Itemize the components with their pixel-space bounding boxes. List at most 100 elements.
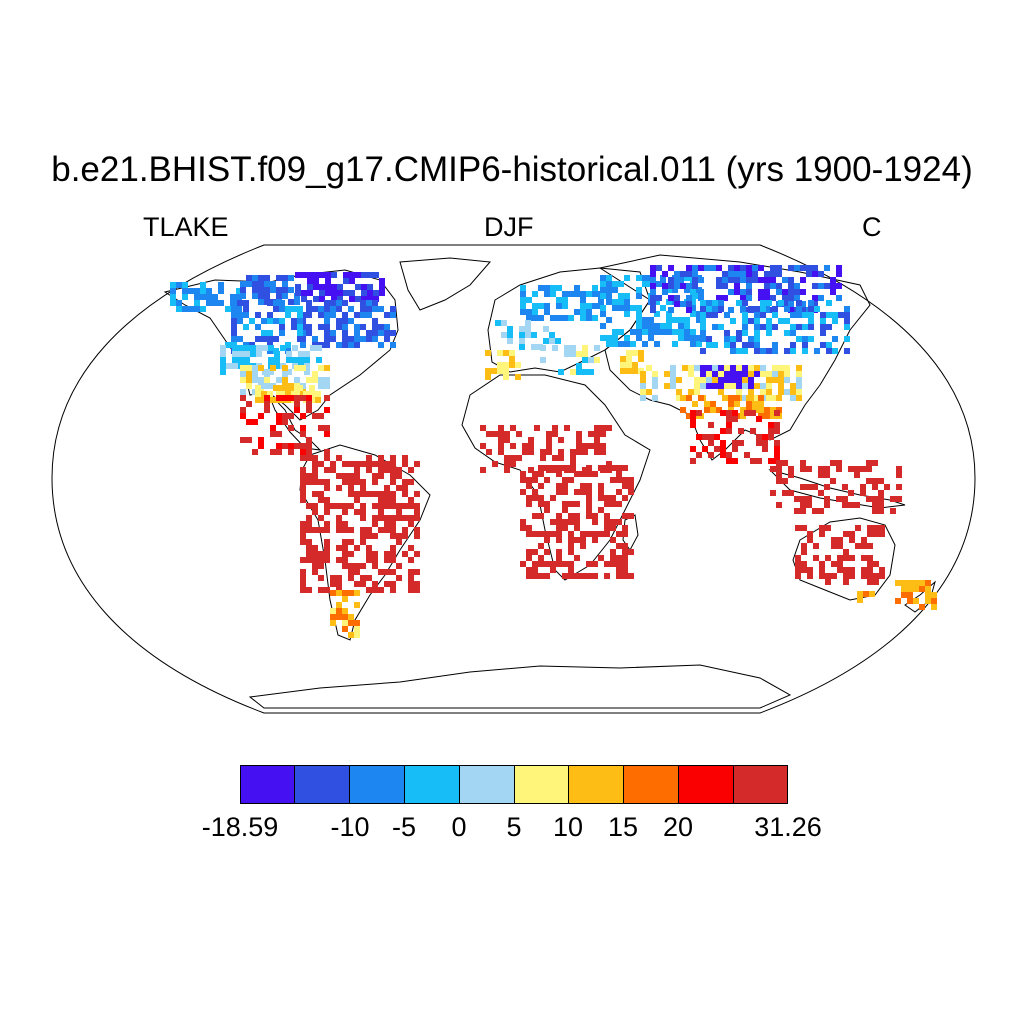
grid-cell bbox=[402, 527, 408, 533]
grid-cell bbox=[504, 437, 510, 443]
grid-cell bbox=[654, 311, 660, 317]
grid-cell bbox=[312, 455, 318, 461]
grid-cell bbox=[324, 395, 330, 401]
grid-cell bbox=[670, 383, 676, 389]
grid-cell bbox=[355, 296, 361, 302]
grid-cell bbox=[742, 330, 748, 336]
grid-cell bbox=[752, 277, 758, 283]
grid-cell bbox=[348, 306, 354, 312]
grid-cell bbox=[684, 335, 690, 341]
grid-cell bbox=[802, 312, 808, 318]
grid-cell bbox=[863, 591, 869, 597]
grid-cell bbox=[264, 287, 270, 293]
grid-cell bbox=[568, 519, 574, 525]
grid-cell bbox=[532, 567, 538, 573]
grid-cell bbox=[806, 466, 812, 472]
grid-cell bbox=[760, 383, 766, 389]
grid-cell bbox=[354, 545, 360, 551]
grid-cell bbox=[674, 271, 680, 277]
grid-cell bbox=[258, 293, 264, 299]
grid-cell bbox=[342, 620, 348, 626]
grid-cell bbox=[588, 357, 594, 363]
grid-cell bbox=[312, 336, 318, 342]
grid-cell bbox=[396, 503, 402, 509]
grid-cell bbox=[256, 345, 262, 351]
grid-cell bbox=[878, 496, 884, 502]
grid-cell bbox=[586, 501, 592, 507]
grid-cell bbox=[896, 466, 902, 472]
grid-cell bbox=[556, 483, 562, 489]
grid-cell bbox=[730, 318, 736, 324]
grid-cell bbox=[318, 312, 324, 318]
grid-cell bbox=[746, 271, 752, 277]
grid-cell bbox=[270, 365, 276, 371]
grid-cell bbox=[720, 440, 726, 446]
grid-cell bbox=[546, 431, 552, 437]
grid-cell bbox=[504, 461, 510, 467]
grid-cell bbox=[836, 265, 842, 271]
grid-cell bbox=[337, 296, 343, 302]
grid-cell bbox=[288, 287, 294, 293]
grid-cell bbox=[690, 329, 696, 335]
grid-cell bbox=[742, 383, 748, 389]
grid-cell bbox=[726, 416, 732, 422]
grid-cell bbox=[295, 290, 301, 296]
grid-cell bbox=[570, 351, 576, 357]
grid-cell bbox=[240, 395, 246, 401]
grid-cell bbox=[600, 449, 606, 455]
grid-cell bbox=[867, 525, 873, 531]
grid-cell bbox=[273, 306, 279, 312]
grid-cell bbox=[544, 561, 550, 567]
grid-cell bbox=[360, 581, 366, 587]
grid-cell bbox=[306, 551, 312, 557]
grid-cell bbox=[361, 296, 367, 302]
grid-cell bbox=[879, 573, 885, 579]
grid-cell bbox=[495, 320, 501, 326]
grid-cell bbox=[258, 275, 264, 281]
grid-cell bbox=[700, 306, 706, 312]
grid-cell bbox=[354, 497, 360, 503]
grid-cell bbox=[288, 275, 294, 281]
grid-cell bbox=[408, 521, 414, 527]
grid-cell bbox=[390, 569, 396, 575]
grid-cell bbox=[258, 437, 264, 443]
grid-cell bbox=[306, 443, 312, 449]
grid-cell bbox=[692, 277, 698, 283]
grid-cell bbox=[480, 467, 486, 473]
grid-cell bbox=[312, 371, 318, 377]
grid-cell bbox=[604, 501, 610, 507]
grid-cell bbox=[648, 329, 654, 335]
grid-cell bbox=[901, 580, 907, 586]
grid-cell bbox=[378, 497, 384, 503]
grid-cell bbox=[801, 549, 807, 555]
grid-cell bbox=[698, 295, 704, 301]
grid-cell bbox=[654, 323, 660, 329]
grid-cell bbox=[267, 336, 273, 342]
grid-cell bbox=[734, 271, 740, 277]
grid-cell bbox=[498, 443, 504, 449]
grid-cell bbox=[360, 563, 366, 569]
grid-cell bbox=[690, 410, 696, 416]
grid-cell bbox=[776, 283, 782, 289]
grid-cell bbox=[282, 395, 288, 401]
grid-cell bbox=[734, 395, 740, 401]
grid-cell bbox=[282, 377, 288, 383]
grid-cell bbox=[526, 315, 532, 321]
new-zealand-outline bbox=[904, 580, 936, 613]
grid-cell bbox=[336, 521, 342, 527]
grid-cell bbox=[286, 351, 292, 357]
grid-cell bbox=[812, 484, 818, 490]
grid-cell bbox=[895, 580, 901, 586]
grid-cell bbox=[384, 503, 390, 509]
grid-cell bbox=[348, 563, 354, 569]
grid-cell bbox=[610, 495, 616, 501]
grid-cell bbox=[592, 519, 598, 525]
grid-cell bbox=[503, 362, 509, 368]
grid-cell bbox=[564, 351, 570, 357]
grid-cell bbox=[170, 282, 176, 288]
grid-cell bbox=[342, 336, 348, 342]
grid-cell bbox=[736, 377, 742, 383]
grid-cell bbox=[367, 284, 373, 290]
grid-cell bbox=[642, 317, 648, 323]
grid-cell bbox=[740, 265, 746, 271]
